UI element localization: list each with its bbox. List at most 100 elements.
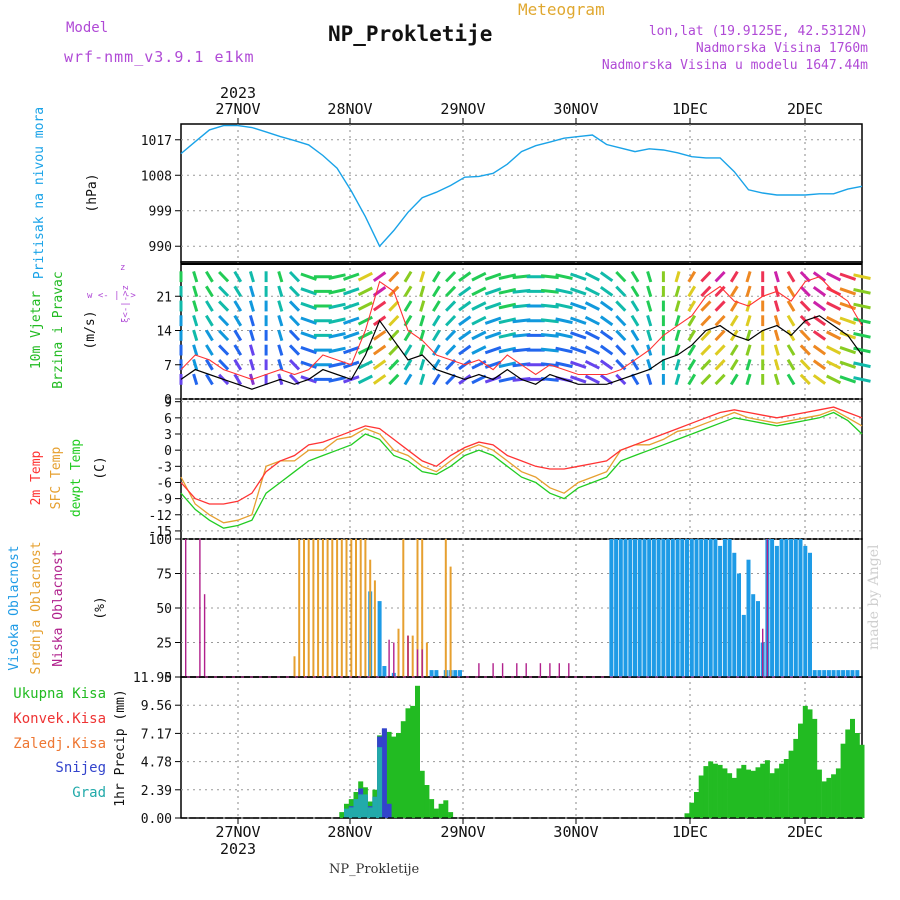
wind-barb: [839, 287, 857, 296]
cloud-bar-2: [568, 663, 570, 677]
wind-barb: [570, 345, 587, 355]
cloud-bar-1: [340, 539, 343, 677]
wind-barb: [484, 331, 502, 340]
wind-barb: [471, 315, 487, 326]
wind-barb: [599, 359, 614, 371]
wind-barb: [288, 314, 301, 327]
precip-bar-0: [859, 744, 865, 818]
wind-barb: [498, 376, 517, 383]
wind-barb: [584, 301, 600, 311]
cloud-ylabel-high: Visoka Oblacnost: [7, 545, 22, 670]
cloud-bar-2: [199, 539, 201, 677]
wind-barb: [471, 271, 487, 282]
wind-barb: [812, 344, 827, 356]
cloud-bar-1: [397, 628, 400, 677]
cloud-bar-0: [434, 670, 439, 677]
wind-barb: [646, 329, 653, 342]
wind-barb: [570, 272, 587, 281]
wind-barb: [343, 272, 360, 281]
wind-barb: [570, 301, 587, 311]
wind-barb: [328, 361, 346, 369]
precipitation-ytick-label-3: 7.17: [141, 727, 172, 742]
wind-barb: [570, 287, 587, 296]
cloud-bar-1: [307, 539, 310, 677]
wind-barb: [432, 329, 441, 342]
wind-ytick-label-2: 14: [156, 325, 172, 340]
wind-barb: [277, 270, 284, 283]
cloud-bar-1: [416, 539, 419, 677]
wind-barb: [540, 333, 559, 338]
cloud-ylabel-mid: Srednja Oblacnost: [29, 541, 44, 674]
wind-barb: [540, 347, 559, 353]
wind-barb: [471, 345, 487, 355]
wind-barb: [419, 358, 426, 371]
wind-speed-line: [180, 315, 863, 390]
wind-barb: [555, 361, 573, 369]
wind-barb: [584, 374, 600, 385]
wind-barb: [812, 300, 827, 312]
wind-barb: [248, 300, 255, 312]
wind-barb: [288, 300, 301, 312]
cloud-bar-0: [803, 545, 808, 677]
wind-dir-legend-1: w <- | ->: [87, 291, 136, 301]
precip-bar-2: [362, 794, 368, 818]
temperature-ytick-label-6: 3: [164, 428, 172, 443]
wind-barb: [328, 288, 346, 295]
precip-bar-0: [821, 781, 827, 818]
precip-bar-2: [353, 799, 359, 818]
precip-bar-0: [831, 774, 837, 818]
cloud-bar-0: [689, 539, 694, 677]
cloud-bar-1: [444, 539, 447, 677]
wind-barb: [674, 344, 681, 356]
wind-barb: [729, 358, 739, 371]
wind-barb: [570, 316, 587, 325]
wind-barb: [745, 358, 752, 371]
wind-barb: [700, 300, 712, 312]
precip-bar-0: [774, 768, 780, 818]
wind-barb: [786, 344, 796, 356]
precip-bar-0: [788, 750, 794, 818]
wind-barb: [328, 346, 346, 354]
wind-barb: [853, 361, 871, 369]
wind-barb: [630, 285, 640, 298]
wind-barb: [248, 270, 255, 283]
cloud-bar-2: [203, 594, 206, 677]
wind-barb: [445, 359, 457, 371]
wind-barb: [646, 285, 653, 298]
precip-bar-0: [694, 792, 699, 818]
wind-barb: [458, 344, 472, 356]
wind-barb: [288, 344, 301, 356]
wind-barb: [786, 285, 796, 298]
wind-barb: [498, 302, 517, 310]
wind-barb: [786, 314, 796, 327]
wind-barb: [555, 273, 573, 280]
cloud-bar-0: [680, 539, 685, 677]
page-title: NP_Prokletije: [328, 22, 493, 46]
wind-barb: [343, 345, 360, 355]
wind-barb: [570, 375, 587, 384]
wind-ytick-label-3: 21: [156, 290, 172, 305]
wind-ytick-label-0: 0: [164, 393, 172, 408]
temperature-ytick-label-3: -6: [156, 476, 172, 491]
wind-barb: [826, 330, 842, 341]
wind-barb: [248, 358, 255, 371]
wind-barb: [687, 329, 697, 342]
wind-barb: [773, 314, 780, 327]
wind-barb: [773, 344, 780, 356]
wind-barb: [646, 314, 653, 327]
wind-barb: [233, 270, 243, 283]
cloud-bar-0: [817, 670, 822, 677]
wind-barb: [458, 300, 472, 312]
clouds-ytick-label-1: 25: [156, 637, 172, 652]
wind-barb: [630, 300, 640, 312]
wind-barb: [419, 314, 426, 327]
cloud-bar-0: [746, 559, 751, 677]
temp-ylabel-2m: 2m Temp: [29, 450, 44, 505]
wind-barb: [599, 300, 614, 312]
wind-barb: [328, 317, 346, 325]
precipitation-ytick-label-0: 0.00: [141, 812, 172, 827]
wind-barb: [674, 314, 681, 327]
precip-bar-0: [419, 770, 425, 818]
cloud-bar-1: [298, 539, 301, 677]
precip-bar-0: [424, 785, 430, 818]
